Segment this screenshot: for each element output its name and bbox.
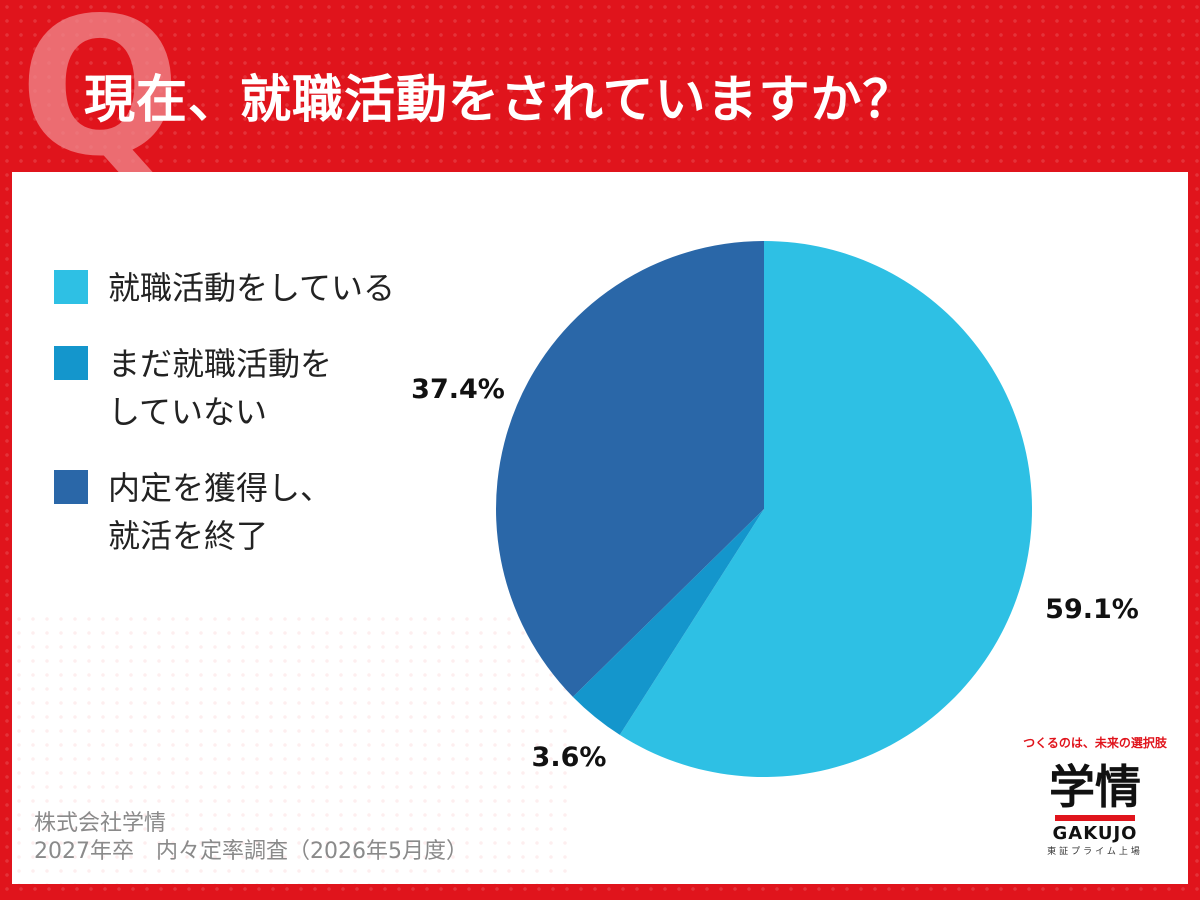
pie-slice-1 bbox=[572, 509, 764, 735]
pie-slice-2 bbox=[496, 241, 764, 697]
gakujo-logo: つくるのは、未来の選択肢 学情 GAKUJO 東証プライム上場 bbox=[1010, 734, 1180, 874]
logo-accent-bar bbox=[1055, 815, 1135, 821]
logo-subtitle: 東証プライム上場 bbox=[1047, 847, 1143, 857]
chart-legend: 就職活動をしている まだ就職活動を していない 内定を獲得し、 就活を終了 bbox=[54, 264, 454, 588]
pie-value-label-1: 3.6% bbox=[532, 742, 607, 773]
legend-swatch-0 bbox=[54, 270, 88, 304]
legend-label-2: 内定を獲得し、 就活を終了 bbox=[108, 469, 333, 555]
pie-slices bbox=[496, 241, 1033, 778]
source-survey: 2027年卒 内々定率調査（2026年5月度） bbox=[34, 839, 468, 864]
legend-label-1: まだ就職活動を していない bbox=[108, 345, 333, 431]
pie-value-label-0: 59.1% bbox=[1045, 594, 1139, 625]
legend-item-2: 内定を獲得し、 就活を終了 bbox=[54, 464, 454, 560]
pie-value-label-2: 37.4% bbox=[411, 374, 505, 405]
legend-swatch-1 bbox=[54, 346, 88, 380]
pie-chart: 59.1% 3.6% 37.4% bbox=[411, 241, 1139, 778]
legend-item-0: 就職活動をしている bbox=[54, 264, 454, 312]
pie-slice-0 bbox=[619, 241, 1033, 778]
q-badge: Q bbox=[20, 0, 180, 188]
q-letter: Q bbox=[20, 0, 180, 188]
logo-wordmark: GAKUJO bbox=[1052, 823, 1138, 844]
legend-label-0: 就職活動をしている bbox=[108, 269, 396, 307]
source-note: 株式会社学情 2027年卒 内々定率調査（2026年5月度） bbox=[34, 810, 468, 866]
source-company: 株式会社学情 bbox=[34, 811, 167, 836]
panel-dot-pattern bbox=[12, 612, 572, 884]
chart-panel: 就職活動をしている まだ就職活動を していない 内定を獲得し、 就活を終了 59… bbox=[12, 172, 1188, 884]
logo-tagline: つくるのは、未来の選択肢 bbox=[1023, 736, 1167, 750]
page-title: 現在、就職活動をされていますか？ bbox=[84, 71, 915, 130]
legend-swatch-2 bbox=[54, 470, 88, 504]
legend-item-1: まだ就職活動を していない bbox=[54, 340, 454, 436]
logo-mark: 学情 bbox=[1049, 760, 1141, 814]
